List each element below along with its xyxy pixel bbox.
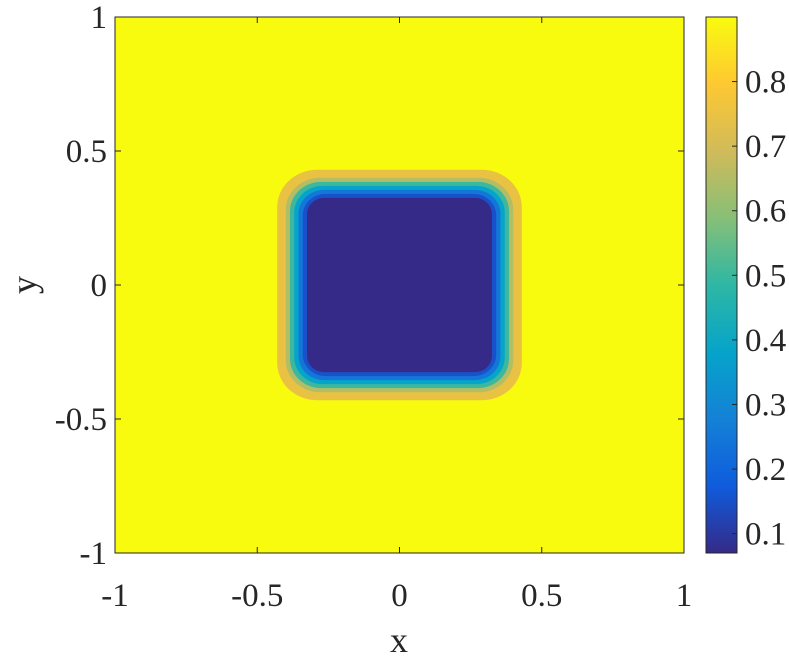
x-tick-label: 0.5 [521,578,562,614]
contour-bands [277,169,522,401]
colorbar-fill [705,16,738,554]
plot-area [115,17,684,553]
colorbar-ticks: 0.1 0.2 0.3 0.4 0.5 0.6 0.7 0.8 [732,65,786,553]
y-axis-label: y [4,276,44,294]
y-tick-label: 1 [91,0,108,36]
colorbar-tick-label: 0.7 [745,129,786,165]
y-tick-label: -0.5 [55,402,107,438]
y-tick-label: -1 [80,536,108,572]
y-tick-label: 0.5 [66,134,107,170]
colorbar-tick-label: 0.3 [745,387,786,423]
colorbar-tick-label: 0.5 [745,258,786,294]
colorbar-tick-label: 0.4 [745,323,786,359]
x-tick-label: 1 [676,578,693,614]
contour-band-6 [307,197,492,373]
colorbar-tick-label: 0.6 [745,194,786,230]
y-axis-ticks: -1 -0.5 0 0.5 1 [55,0,684,572]
x-axis-ticks: -1 -0.5 0 0.5 1 [101,17,692,614]
y-tick-label: 0 [91,268,108,304]
x-axis-label: x [390,620,408,660]
x-tick-label: -1 [101,578,129,614]
x-tick-label: 0 [391,578,408,614]
colorbar-tick-label: 0.8 [745,65,786,101]
colorbar: 0.1 0.2 0.3 0.4 0.5 0.6 0.7 0.8 [705,16,786,554]
colorbar-tick-label: 0.1 [745,517,786,553]
colorbar-tick-label: 0.2 [745,452,786,488]
x-tick-label: -0.5 [231,578,283,614]
